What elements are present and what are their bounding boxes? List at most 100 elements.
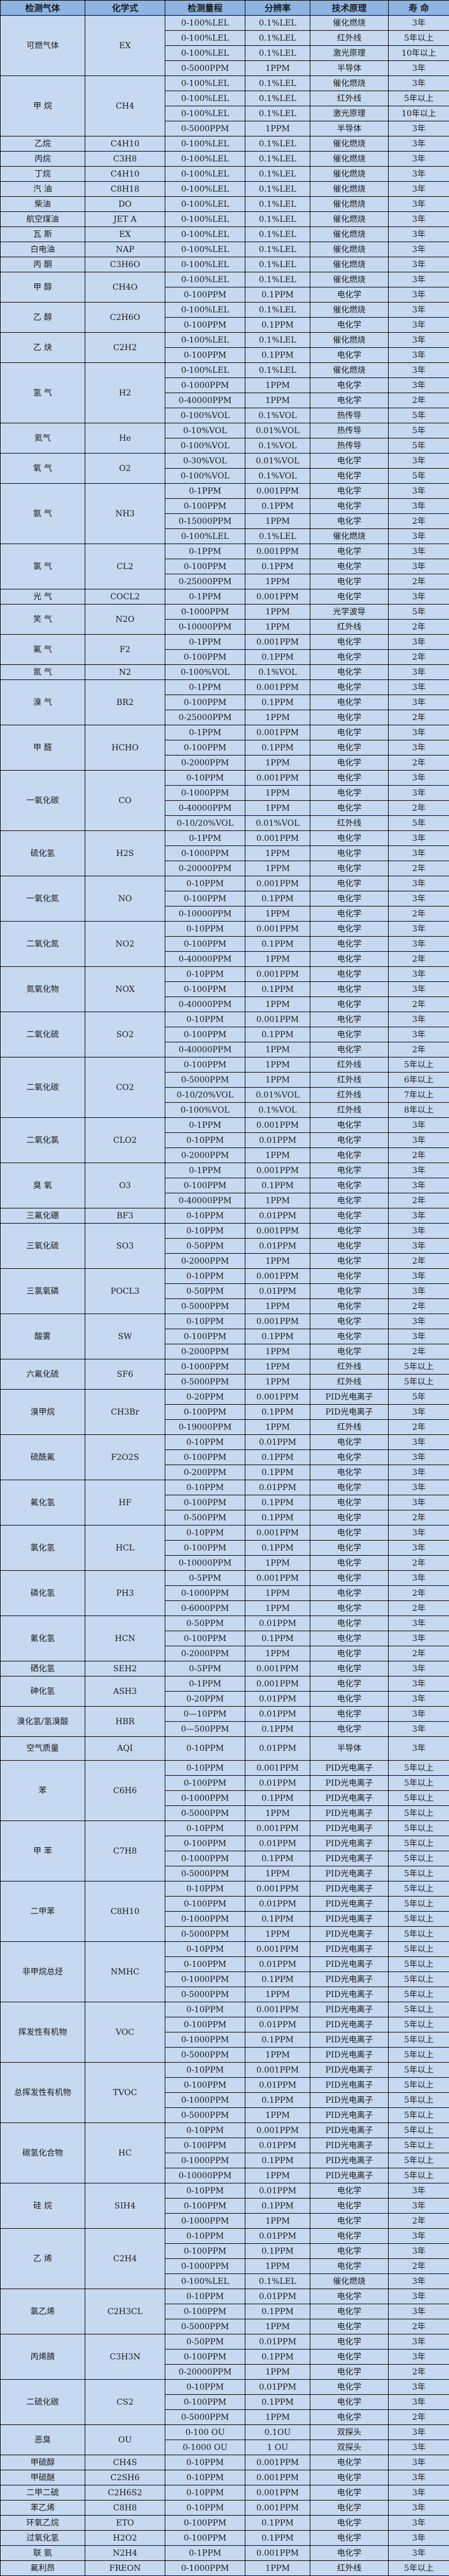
resolution-cell: 0.1PPM [245,1465,310,1480]
lifetime-cell: 3年 [389,76,449,91]
technology-cell: 电化学 [310,1254,389,1269]
technology-cell: 电化学 [310,2304,389,2319]
resolution-cell: 0.001PPM [245,1761,310,1776]
lifetime-cell: 5年 [389,438,449,454]
formula-cell: O2 [85,454,165,484]
technology-cell: 催化燃烧 [310,272,389,287]
gas-name-cell: 丁烷 [1,167,85,182]
range-cell: 0-100PPM [165,891,245,906]
gas-name-cell: 光 气 [1,589,85,605]
technology-cell: 催化燃烧 [310,16,389,31]
technology-cell: 电化学 [310,710,389,725]
lifetime-cell: 5年以上 [389,1881,449,1897]
range-cell: 0-2000PPM [165,755,245,771]
header-resolution: 分辨率 [245,1,310,16]
lifetime-cell: 10年以上 [389,46,449,61]
resolution-cell: 1PPM [245,786,310,801]
lifetime-cell: 5年以上 [389,1912,449,1927]
gas-name-cell: 苯 [1,1761,85,1821]
resolution-cell: 1PPM [245,1254,310,1269]
range-cell: 0-10000PPM [165,620,245,635]
lifetime-cell: 3年 [389,846,449,861]
range-cell: 0-100PPM [165,1897,245,1912]
formula-cell: DO [85,197,165,212]
range-cell: 0-1000PPM [165,605,245,620]
resolution-cell: 0.1%LEL [245,333,310,348]
range-cell: 0-10PPM [165,1208,245,1224]
range-cell: 0-1PPM [165,831,245,846]
technology-cell: 催化燃烧 [310,333,389,348]
range-cell: 0-1000PPM [165,786,245,801]
lifetime-cell: 2年 [389,1193,449,1208]
technology-cell: 电化学 [310,740,389,755]
resolution-cell: 0.1PPM [245,499,310,514]
lifetime-cell: 5年以上 [389,1987,449,2002]
formula-cell: C8H8 [85,2501,165,2516]
gas-name-cell: 二氧化碳 [1,1057,85,1118]
technology-cell: 电化学 [310,2395,389,2410]
resolution-cell: 1PPM [245,2561,310,2576]
range-cell: 0-100%VOL [165,1103,245,1118]
technology-cell: 电化学 [310,1133,389,1148]
lifetime-cell: 3年 [389,725,449,740]
range-cell: 0-10PPM [165,1821,245,1836]
technology-cell: 电化学 [310,1042,389,1057]
technology-cell: 激光原理 [310,106,389,121]
technology-cell: PID光电离子 [310,1927,389,1942]
technology-cell: 电化学 [310,2214,389,2229]
range-cell: 0-100%LEL [165,227,245,242]
technology-cell: 电化学 [310,1118,389,1133]
gas-name-cell: 航空煤油 [1,212,85,227]
lifetime-cell: 5年以上 [389,1836,449,1851]
gas-name-cell: 丙烯腈 [1,2334,85,2380]
lifetime-cell: 2年 [389,1646,449,1661]
range-cell: 0-100PPM [165,1776,245,1791]
lifetime-cell: 3年 [389,2531,449,2546]
range-cell: 0-500PPM [165,1510,245,1526]
lifetime-cell: 3年 [389,891,449,906]
formula-cell: EX [85,16,165,76]
resolution-cell: 0.1PPM [245,1510,310,1526]
technology-cell: 电化学 [310,1692,389,1707]
technology-cell: PID光电离子 [310,1942,389,1957]
technology-cell: PID光电离子 [310,1912,389,1927]
lifetime-cell: 5年以上 [389,1942,449,1957]
formula-cell: CH4 [85,76,165,136]
gas-name-cell: 甲 烷 [1,76,85,136]
formula-cell: HCHO [85,725,165,771]
lifetime-cell: 2年 [389,1344,449,1359]
lifetime-cell: 3年 [389,303,449,318]
resolution-cell: 0.001PPM [245,1821,310,1836]
formula-cell: CH4S [85,2455,165,2470]
technology-cell: 红外线 [310,2561,389,2576]
resolution-cell: 0.001PPM [245,589,310,605]
range-cell: 0-10PPM [165,2380,245,2395]
lifetime-cell: 2年 [389,1420,449,1435]
resolution-cell: 1PPM [245,620,310,635]
resolution-cell: 0.01PPM [245,2017,310,2032]
technology-cell: PID光电离子 [310,2017,389,2032]
range-cell: 0-2000PPM [165,1344,245,1359]
lifetime-cell: 3年 [389,2199,449,2214]
technology-cell: 电化学 [310,1329,389,1344]
technology-cell: 电化学 [310,1571,389,1586]
range-cell: 0-10PPM [165,2501,245,2516]
range-cell: 0-10PPM [165,2455,245,2470]
formula-cell: VOC [85,2002,165,2063]
lifetime-cell: 5年以上 [389,2078,449,2093]
technology-cell: 电化学 [310,695,389,710]
range-cell: 0-100PPM [165,1027,245,1042]
range-cell: 0-10PPM [165,2002,245,2017]
resolution-cell: 1PPM [245,393,310,408]
resolution-cell: 1PPM [245,1987,310,2002]
technology-cell: PID光电离子 [310,2138,389,2153]
gas-name-cell: 碳氢化合物 [1,2123,85,2183]
